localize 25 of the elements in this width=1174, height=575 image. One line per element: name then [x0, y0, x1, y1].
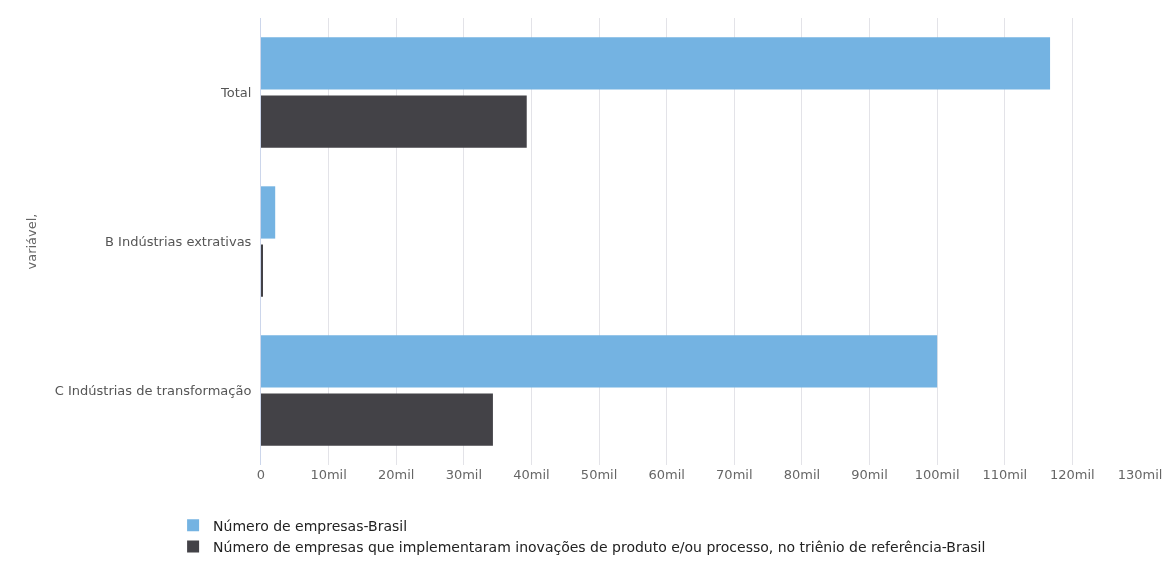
- x-tick-label: 70mil: [716, 467, 753, 482]
- x-tick-label: 130mil: [1117, 467, 1163, 482]
- x-tick-label: 0: [256, 467, 266, 482]
- bar: [261, 393, 493, 446]
- x-tick-label: 110mil: [982, 467, 1028, 482]
- y-tick-label: C Indústrias de transformação: [54, 383, 252, 399]
- x-tick-label: 30mil: [445, 467, 483, 482]
- x-tick-label: 20mil: [378, 467, 415, 482]
- x-tick-label: 60mil: [648, 467, 685, 482]
- x-tick-label: 80mil: [783, 467, 821, 482]
- legend-label: Número de empresas que implementaram inovações de produto e/ou processo, no triênio de referência-Brasil: [213, 538, 986, 555]
- y-tick-label: B Indústrias extrativas: [105, 234, 252, 250]
- bar: [261, 37, 1051, 90]
- x-tick-label: 50mil: [580, 467, 618, 482]
- legend-label: Número de empresas-Brasil: [213, 517, 408, 534]
- bar: [261, 186, 276, 239]
- x-tick-label: 100mil: [914, 467, 960, 482]
- x-tick-label: 40mil: [513, 467, 550, 482]
- x-tick-label: 90mil: [851, 467, 888, 482]
- x-tick-label: 10mil: [310, 467, 347, 482]
- x-tick-label: 120mil: [1050, 467, 1095, 482]
- y-tick-label: Total: [220, 85, 252, 101]
- bar: [261, 95, 527, 148]
- bar: [261, 335, 938, 388]
- y-axis-title: variável,: [23, 213, 39, 270]
